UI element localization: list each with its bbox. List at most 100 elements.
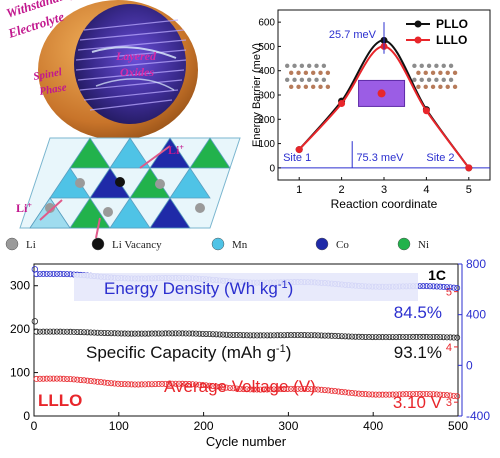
- data-point: [230, 385, 237, 392]
- data-point: [152, 381, 159, 388]
- data-point: [277, 332, 284, 339]
- data-point: [81, 329, 88, 336]
- data-point: [430, 333, 437, 340]
- data-point: [315, 386, 322, 393]
- lattice-atom: [441, 77, 446, 83]
- data-point: [53, 270, 60, 277]
- left-y-tick-label: 200: [10, 322, 30, 336]
- data-point: [189, 330, 196, 337]
- data-point: [427, 333, 434, 340]
- data-point: [325, 387, 332, 394]
- label-phase: Phase: [38, 81, 67, 98]
- data-point: [165, 380, 172, 387]
- lattice-atom: [423, 84, 428, 90]
- data-point: [335, 388, 342, 395]
- data-point: [338, 333, 345, 340]
- data-point: [74, 376, 81, 383]
- energy-barrier-chart: 0 100 200 300 400 500 600 1 2 3 4 5 Reaction coordin…: [251, 9, 491, 211]
- data-point: [447, 392, 454, 399]
- data-point: [192, 330, 199, 337]
- lattice-atom: [416, 84, 421, 90]
- y-tick-label: 100: [258, 139, 275, 150]
- data-point: [145, 381, 152, 388]
- average-voltage-retention: 3.10 V: [393, 393, 443, 412]
- left-y-tick-label: 100: [10, 366, 30, 380]
- y-tick-label: 400: [258, 66, 275, 77]
- lattice-atom: [448, 77, 454, 83]
- data-point: [186, 330, 193, 337]
- data-point: [386, 334, 393, 341]
- data-point: [223, 331, 230, 338]
- data-point: [125, 330, 132, 337]
- lattice-atom: [321, 63, 327, 69]
- data-point: [403, 391, 410, 398]
- data-point: [430, 391, 437, 398]
- data-point: [220, 384, 227, 391]
- legend-atom-label: Mn: [232, 239, 248, 251]
- data-point: [430, 283, 437, 290]
- data-point: [138, 381, 145, 388]
- data-point: [315, 332, 322, 339]
- data-point: [433, 334, 440, 341]
- data-point: [121, 381, 128, 388]
- data-point: [125, 381, 132, 388]
- data-point: [36, 270, 43, 277]
- data-point: [372, 334, 379, 341]
- data-point: [298, 385, 305, 392]
- data-point: [355, 333, 362, 340]
- data-point: [294, 332, 301, 339]
- data-point: [362, 391, 369, 398]
- data-point: [97, 379, 104, 386]
- data-point: [270, 332, 277, 339]
- data-point: [287, 332, 294, 339]
- data-point: [433, 391, 440, 398]
- data-point: [53, 328, 60, 335]
- lattice-atom: [307, 63, 312, 69]
- legend-atom-marker: [211, 237, 225, 251]
- energy-density-label-end: ): [288, 279, 294, 298]
- legend-marker: [414, 20, 422, 28]
- data-point: [325, 332, 332, 339]
- data-point: [216, 331, 223, 338]
- lattice-atom: [412, 77, 417, 83]
- data-point: [260, 386, 267, 393]
- data-point: [64, 375, 71, 382]
- data-point: [172, 330, 179, 337]
- data-point: [47, 270, 54, 277]
- data-point: [162, 330, 169, 337]
- data-point: [254, 332, 261, 339]
- series-average-voltage: [33, 375, 461, 400]
- lattice-atom: [314, 63, 319, 69]
- data-point: [97, 329, 104, 336]
- data-point: [450, 334, 457, 341]
- data-point: [291, 332, 298, 339]
- legend-label: LLLO: [436, 33, 467, 47]
- lattice-atom: [430, 70, 436, 76]
- lattice-atom: [296, 84, 301, 90]
- data-point: [359, 333, 366, 340]
- data-point: [274, 386, 281, 393]
- data-point: [118, 330, 125, 337]
- data-point: [84, 329, 91, 336]
- data-point: [53, 375, 60, 382]
- lattice-atom: [325, 70, 331, 76]
- data-point: [81, 377, 88, 384]
- data-point: [36, 375, 43, 382]
- data-point: [233, 332, 240, 339]
- data-point: [104, 330, 111, 337]
- lattice-atom: [426, 63, 432, 69]
- data-point: [270, 386, 277, 393]
- y-tick-label: 600: [258, 18, 275, 29]
- data-point: [60, 328, 67, 335]
- data-point: [247, 332, 254, 339]
- data-point: [345, 389, 352, 396]
- y-tick-label: 500: [258, 42, 275, 53]
- layered-core: [74, 4, 186, 124]
- data-point: [396, 391, 403, 398]
- data-point: [128, 330, 135, 337]
- data-point: [413, 390, 420, 397]
- data-point: [298, 332, 305, 339]
- data-point: [264, 386, 271, 393]
- data-point: [67, 376, 74, 383]
- y-tick-label: 0: [269, 163, 275, 174]
